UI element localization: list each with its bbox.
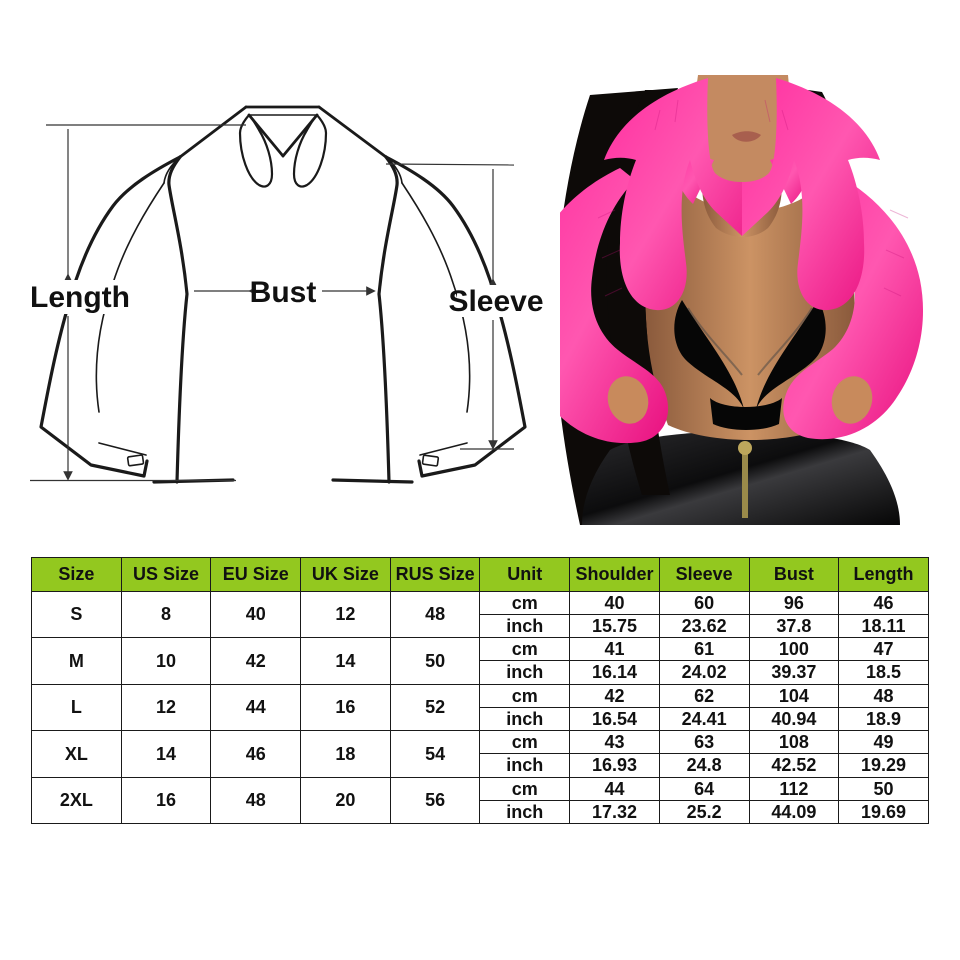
svg-text:Sleeve: Sleeve [448, 285, 543, 318]
svg-text:Length: Length [30, 281, 130, 314]
svg-text:Bust: Bust [250, 276, 317, 309]
